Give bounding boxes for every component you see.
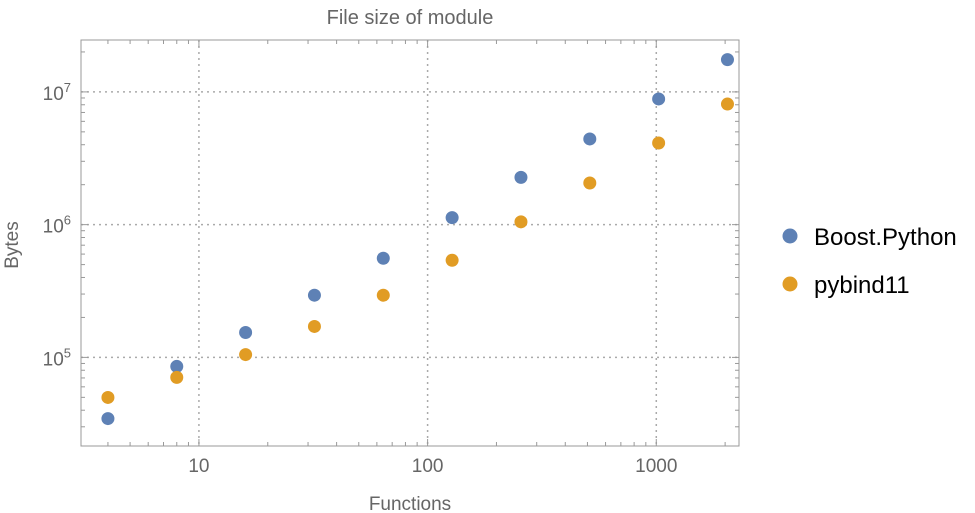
point-boost-python [307, 288, 321, 302]
point-pybind11 [583, 176, 597, 190]
point-pybind11 [720, 97, 734, 111]
point-boost-python [583, 132, 597, 146]
point-boost-python [170, 359, 184, 373]
point-pybind11 [652, 136, 666, 150]
point-boost-python [239, 325, 253, 339]
data-points [101, 53, 734, 426]
x-tick-label: 10 [188, 456, 209, 477]
point-pybind11 [514, 215, 528, 229]
y-axis-label: Bytes [2, 221, 23, 269]
legend-label: Boost.Python [814, 224, 957, 251]
x-axis-label: Functions [369, 494, 451, 513]
point-boost-python [376, 251, 390, 265]
legend-marker [782, 276, 798, 292]
point-pybind11 [445, 253, 459, 267]
point-pybind11 [239, 348, 253, 362]
x-tick-label: 100 [412, 456, 444, 477]
point-boost-python [101, 412, 115, 426]
y-tick-label: 106 [43, 213, 71, 238]
point-boost-python [445, 211, 459, 225]
y-tick-label: 107 [43, 80, 71, 105]
axis-ticks [81, 40, 739, 446]
chart-title: File size of module [327, 7, 494, 29]
point-pybind11 [376, 288, 390, 302]
x-tick-label: 1000 [635, 456, 677, 477]
plot-frame [80, 39, 740, 447]
point-boost-python [514, 170, 528, 184]
point-pybind11 [101, 390, 115, 404]
point-boost-python [652, 92, 666, 106]
point-pybind11 [170, 370, 184, 384]
x-tick-labels: 10 100 1000 [188, 456, 677, 477]
y-tick-label: 105 [43, 345, 71, 370]
legend-marker [782, 228, 798, 244]
grid [81, 40, 739, 446]
point-boost-python [720, 53, 734, 67]
legend-label: pybind11 [814, 272, 910, 299]
y-tick-labels: 105 106 107 [43, 80, 71, 370]
point-pybind11 [307, 319, 321, 333]
legend: Boost.Python pybind11 [782, 224, 957, 299]
